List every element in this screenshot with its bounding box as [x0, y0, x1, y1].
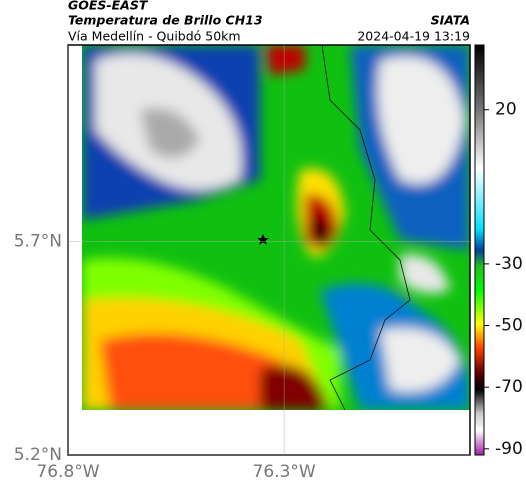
x-tick-label: 76.3°W	[253, 462, 316, 482]
colorbar-tick-label: -30	[495, 254, 523, 274]
organization: SIATA	[431, 13, 470, 28]
source: GOES-EAST	[68, 0, 149, 13]
location-marker	[257, 234, 269, 245]
colorbar-tick-label: -90	[495, 439, 523, 459]
title: Temperatura de Brillo CH13	[68, 13, 263, 28]
colorbar-tick-label: -70	[495, 377, 523, 397]
x-tick-label: 76.8°W	[36, 462, 99, 482]
colorbar-tick-label: -50	[495, 316, 523, 336]
colorbar	[474, 44, 485, 456]
colorbar-tick-label: 20	[495, 100, 517, 120]
subtitle: Vía Medellín - Quibdó 50km	[68, 29, 241, 44]
y-tick-label: 5.7°N	[14, 231, 62, 251]
datetime: 2024-04-19 13:19	[357, 29, 470, 44]
imagery	[82, 45, 470, 410]
y-tick-label: 5.2°N	[14, 445, 62, 465]
